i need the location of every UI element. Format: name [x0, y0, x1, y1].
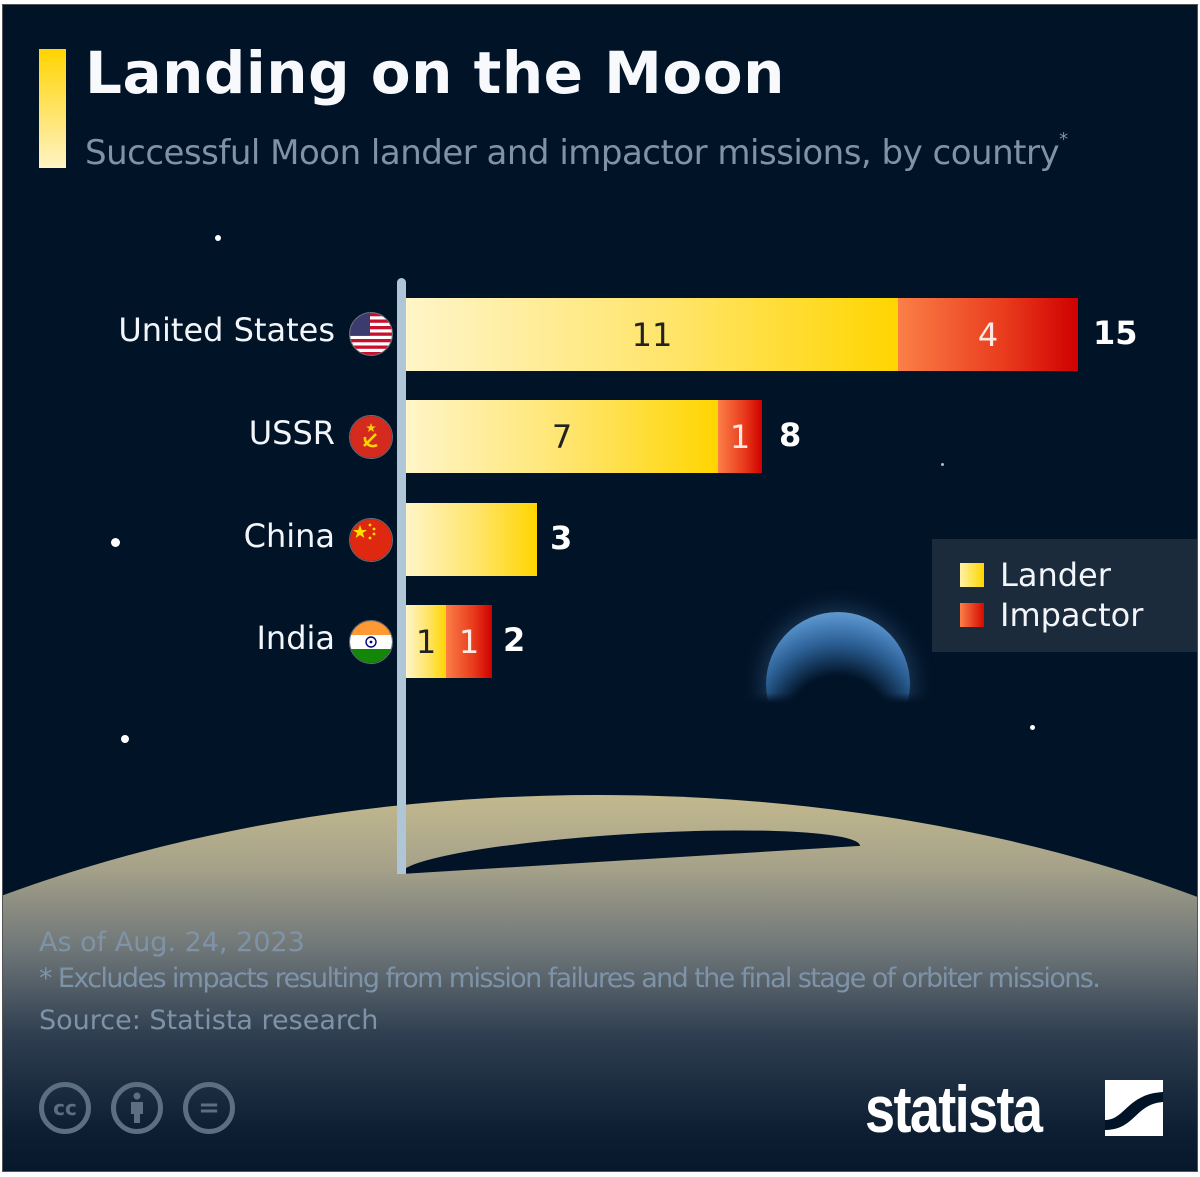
total-value: 8 — [779, 416, 802, 454]
total-value: 15 — [1093, 314, 1138, 352]
footnote: * Excludes impacts resulting from missio… — [39, 963, 1101, 994]
cc-icon[interactable]: cc — [39, 1082, 91, 1134]
as-of-date: As of Aug. 24, 2023 — [39, 927, 305, 958]
planet-shade — [743, 693, 943, 793]
total-value: 2 — [503, 621, 526, 659]
star-decoration — [941, 463, 944, 466]
lander-swatch — [960, 563, 984, 587]
chart-title: Landing on the Moon — [85, 39, 785, 107]
bar-segment-impactor[interactable]: 1 — [446, 605, 492, 678]
bar-segment-impactor[interactable]: 4 — [898, 298, 1078, 371]
star-decoration — [1030, 725, 1035, 730]
no-derivatives-icon[interactable]: = — [183, 1082, 235, 1134]
bar-united-states[interactable]: 11 4 — [406, 298, 1078, 371]
statista-logo-icon[interactable] — [1105, 1080, 1163, 1136]
us-flag-icon — [349, 312, 393, 356]
legend-item-lander[interactable]: Lander — [960, 556, 1111, 594]
legend-item-impactor[interactable]: Impactor — [960, 596, 1143, 634]
bar-india[interactable]: 1 1 — [406, 605, 492, 678]
star-decoration — [215, 235, 221, 241]
bar-china[interactable] — [406, 503, 537, 576]
bar-segment-lander[interactable]: 7 — [406, 400, 718, 473]
chart-legend: Lander Impactor — [932, 539, 1197, 652]
category-label-ussr: USSR — [248, 414, 335, 452]
total-value: 3 — [550, 519, 573, 557]
impactor-swatch — [960, 603, 984, 627]
bar-segment-lander[interactable]: 1 — [406, 605, 446, 678]
bar-ussr[interactable]: 7 1 — [406, 400, 762, 473]
india-flag-icon — [349, 620, 393, 664]
china-flag-icon — [349, 518, 393, 562]
bar-segment-lander[interactable] — [406, 503, 537, 576]
legend-label: Impactor — [1000, 596, 1144, 634]
star-decoration — [111, 538, 120, 547]
category-label-china: China — [243, 517, 335, 555]
bar-segment-impactor[interactable]: 1 — [718, 400, 762, 473]
bar-segment-lander[interactable]: 11 — [406, 298, 898, 371]
attribution-icon[interactable] — [111, 1082, 163, 1134]
chart-axis-pole — [397, 278, 406, 874]
chart-subtitle: Successful Moon lander and impactor miss… — [85, 129, 1068, 173]
statista-logo[interactable]: statista — [865, 1072, 1043, 1146]
title-accent-bar — [39, 49, 66, 168]
category-label-united-states: United States — [118, 311, 335, 349]
ussr-flag-icon — [349, 415, 393, 459]
category-label-india: India — [256, 619, 335, 657]
star-decoration — [121, 735, 129, 743]
infographic: Landing on the Moon Successful Moon land… — [2, 4, 1198, 1172]
legend-label: Lander — [1000, 556, 1111, 594]
source-link[interactable]: Source: Statista research — [39, 1005, 379, 1036]
